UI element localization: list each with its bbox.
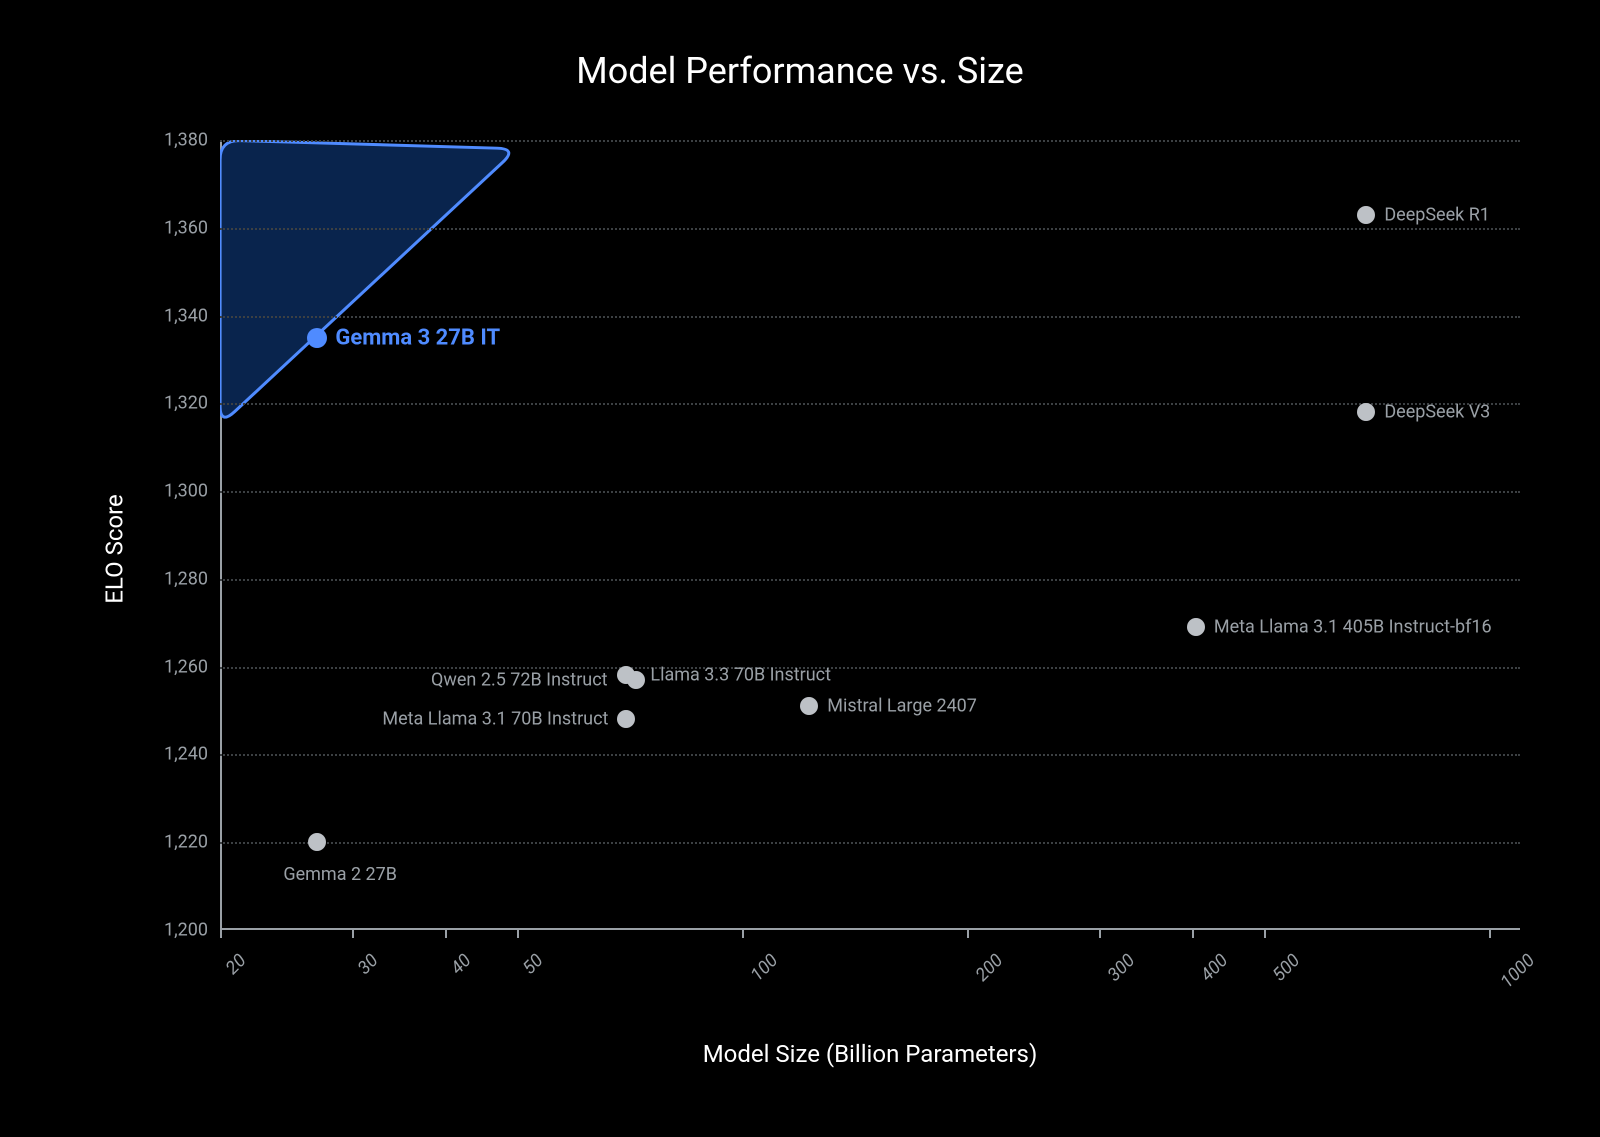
- data-point-label: Llama 3.3 70B Instruct: [650, 665, 831, 686]
- x-tick-mark: [1489, 930, 1491, 938]
- data-point: [617, 710, 635, 728]
- data-point-label: Meta Llama 3.1 70B Instruct: [382, 709, 608, 730]
- y-axis-line: [220, 140, 222, 930]
- x-axis-label: Model Size (Billion Parameters): [220, 1040, 1520, 1068]
- data-point-label: Qwen 2.5 72B Instruct: [431, 669, 608, 690]
- gridline: [220, 842, 1520, 844]
- y-tick-label: 1,280: [164, 568, 208, 589]
- x-tick-mark: [1192, 930, 1194, 938]
- data-point-label: Gemma 3 27B IT: [335, 325, 500, 350]
- data-point-label: Mistral Large 2407: [827, 696, 977, 717]
- chart-title: Model Performance vs. Size: [0, 50, 1600, 92]
- data-point: [627, 671, 645, 689]
- y-tick-label: 1,320: [164, 393, 208, 414]
- gridline: [220, 228, 1520, 230]
- gridline: [220, 140, 1520, 142]
- y-tick-label: 1,300: [164, 481, 208, 502]
- y-tick-label: 1,340: [164, 305, 208, 326]
- y-tick-label: 1,240: [164, 744, 208, 765]
- y-axis-label: ELO Score: [101, 494, 129, 603]
- x-tick-mark: [967, 930, 969, 938]
- gridline: [220, 403, 1520, 405]
- x-tick-mark: [1099, 930, 1101, 938]
- data-point-label: Meta Llama 3.1 405B Instruct-bf16: [1214, 617, 1492, 638]
- y-tick-label: 1,200: [164, 920, 208, 941]
- data-point: [800, 697, 818, 715]
- y-tick-label: 1,220: [164, 832, 208, 853]
- gridline: [220, 667, 1520, 669]
- x-tick-mark: [517, 930, 519, 938]
- data-point: [307, 328, 327, 348]
- x-tick-mark: [220, 930, 222, 938]
- data-point: [1357, 403, 1375, 421]
- data-point: [308, 833, 326, 851]
- gridline: [220, 316, 1520, 318]
- x-tick-mark: [742, 930, 744, 938]
- data-point-label: DeepSeek V3: [1384, 402, 1490, 423]
- x-axis-line: [220, 928, 1520, 930]
- data-point-label: Gemma 2 27B: [283, 864, 397, 885]
- highlight-region: [220, 140, 1520, 930]
- x-tick-mark: [352, 930, 354, 938]
- plot-area: Gemma 3 27B IT DeepSeek R1 DeepSeek V3 Meta…: [220, 140, 1520, 930]
- y-tick-label: 1,360: [164, 217, 208, 238]
- gridline: [220, 754, 1520, 756]
- y-tick-label: 1,260: [164, 656, 208, 677]
- data-point: [1187, 618, 1205, 636]
- gridline: [220, 491, 1520, 493]
- x-tick-mark: [445, 930, 447, 938]
- x-tick-mark: [1264, 930, 1266, 938]
- gridline: [220, 579, 1520, 581]
- data-point-label: DeepSeek R1: [1384, 204, 1490, 225]
- data-point: [1357, 206, 1375, 224]
- y-tick-label: 1,380: [164, 130, 208, 151]
